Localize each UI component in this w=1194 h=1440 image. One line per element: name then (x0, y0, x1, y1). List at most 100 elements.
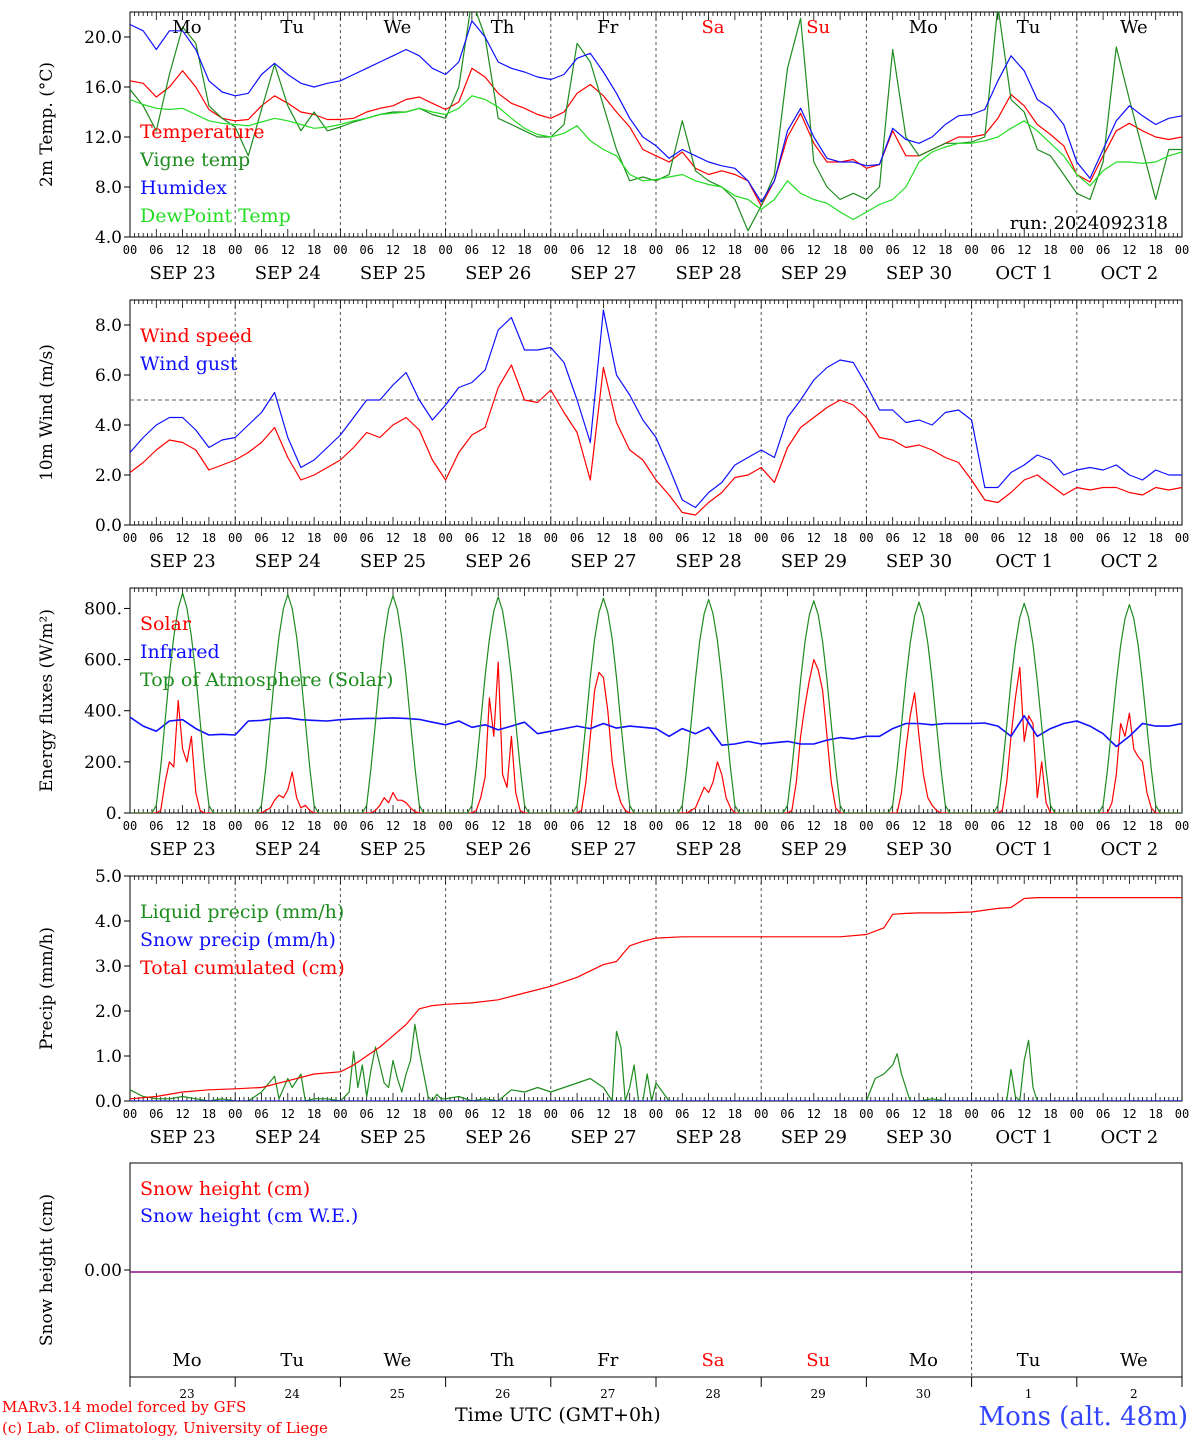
hour-label: 00 (438, 243, 452, 257)
hour-label: 18 (938, 1107, 952, 1121)
weekday-label: Su (806, 1350, 830, 1371)
date-label: SEP 26 (465, 839, 531, 860)
hour-label: 00 (964, 819, 978, 833)
hour-label: 12 (175, 531, 189, 545)
weekday-label: We (1120, 17, 1148, 38)
day-number-label: 1 (1025, 1387, 1033, 1401)
hour-label: 00 (333, 243, 347, 257)
hour-label: 12 (386, 819, 400, 833)
weekday-label: Tu (1017, 1350, 1041, 1371)
hour-label: 00 (333, 1107, 347, 1121)
y-tick-label: 8.0 (95, 178, 122, 198)
y-tick-label: 2.0 (95, 1002, 122, 1022)
hour-label: 18 (412, 531, 426, 545)
hour-label: 06 (675, 1107, 689, 1121)
hour-label: 12 (1122, 243, 1136, 257)
date-label: SEP 29 (781, 551, 847, 572)
hour-label: 18 (728, 1107, 742, 1121)
hour-label: 06 (149, 243, 163, 257)
day-number-label: 26 (495, 1387, 510, 1401)
panel-4: 0.0 1.0 2.0 3.0 4.0 5.0 Precip (mm/h) 00 06 12 18 0… (37, 867, 1189, 1148)
date-label: SEP 23 (149, 263, 215, 284)
hour-label: 18 (728, 819, 742, 833)
station-name: Mons (alt. 48m) (978, 1402, 1188, 1432)
hour-label: 00 (438, 1107, 452, 1121)
y-tick-label: 8.0 (95, 316, 122, 336)
hour-label: 12 (386, 243, 400, 257)
date-label: SEP 24 (255, 551, 321, 572)
y-tick-label: 0.0 (95, 516, 122, 536)
date-label: SEP 29 (781, 839, 847, 860)
hour-label: 00 (228, 243, 242, 257)
hour-label: 18 (202, 1107, 216, 1121)
y-tick-label: 400. (84, 702, 122, 722)
hour-label: 06 (991, 531, 1005, 545)
day-number-label: 27 (600, 1387, 615, 1401)
y-tick-label: 4.0 (95, 228, 122, 248)
hour-label: 06 (675, 819, 689, 833)
hour-label: 18 (412, 1107, 426, 1121)
weekday-label: Th (491, 1350, 515, 1371)
hour-label: 00 (544, 531, 558, 545)
hour-label: 00 (438, 819, 452, 833)
legend-entry: Wind speed (140, 325, 252, 347)
hour-label: 12 (807, 243, 821, 257)
date-label: SEP 28 (675, 1127, 741, 1148)
hour-label: 18 (517, 1107, 531, 1121)
weekday-label: Sa (701, 1350, 724, 1371)
hour-label: 18 (833, 243, 847, 257)
y-axis-title: 2m Temp. (°C) (37, 62, 57, 187)
date-label: SEP 30 (886, 263, 952, 284)
hour-label: 12 (807, 819, 821, 833)
series-line-total-cumulated-cm- (130, 896, 1182, 1100)
hour-label: 18 (202, 819, 216, 833)
hour-label: 12 (1122, 819, 1136, 833)
hour-label: 18 (1043, 243, 1057, 257)
legend-entry: Temperature (140, 121, 264, 143)
hour-label: 00 (1070, 1107, 1084, 1121)
day-number-label: 29 (811, 1387, 826, 1401)
hour-label: 06 (780, 531, 794, 545)
hour-label: 06 (1096, 243, 1110, 257)
hour-label: 00 (228, 531, 242, 545)
hour-label: 00 (544, 1107, 558, 1121)
hour-label: 18 (833, 531, 847, 545)
hour-label: 06 (1096, 819, 1110, 833)
series-line-wind-speed (130, 364, 1182, 516)
weekday-label: Sa (701, 17, 724, 38)
hour-label: 18 (1148, 531, 1162, 545)
hour-label: 00 (123, 1107, 137, 1121)
hour-label: 06 (1096, 531, 1110, 545)
hour-label: 06 (675, 243, 689, 257)
weekday-label: Fr (597, 1350, 618, 1371)
hour-label: 18 (938, 531, 952, 545)
hour-label: 12 (491, 819, 505, 833)
hour-label: 12 (807, 531, 821, 545)
y-tick-label: 5.0 (95, 867, 122, 887)
hour-label: 18 (833, 819, 847, 833)
date-label: SEP 26 (465, 551, 531, 572)
series-line-temperature (130, 67, 1182, 207)
y-tick-label: 2.0 (95, 466, 122, 486)
run-label: run: 2024092318 (1010, 213, 1168, 234)
legend-entry: Wind gust (140, 353, 238, 375)
date-label: OCT 2 (1101, 551, 1159, 572)
day-number-label: 30 (916, 1387, 931, 1401)
date-label: SEP 27 (570, 1127, 636, 1148)
y-tick-label: 200. (84, 753, 122, 773)
hour-label: 18 (938, 819, 952, 833)
hour-label: 12 (1017, 243, 1031, 257)
hour-label: 18 (307, 531, 321, 545)
hour-label: 18 (202, 243, 216, 257)
hour-label: 06 (465, 531, 479, 545)
date-label: SEP 25 (360, 839, 426, 860)
hour-label: 12 (701, 819, 715, 833)
hour-label: 12 (701, 1107, 715, 1121)
hour-label: 00 (1175, 819, 1189, 833)
hour-label: 18 (833, 1107, 847, 1121)
panel-1: 4.0 8.0 12.0 16.0 20.0 2m Temp. (°C) 00 06 12 18 0… (37, 11, 1189, 284)
weekday-label: Tu (280, 1350, 304, 1371)
hour-label: 00 (754, 1107, 768, 1121)
date-label: SEP 30 (886, 1127, 952, 1148)
hour-label: 06 (570, 819, 584, 833)
